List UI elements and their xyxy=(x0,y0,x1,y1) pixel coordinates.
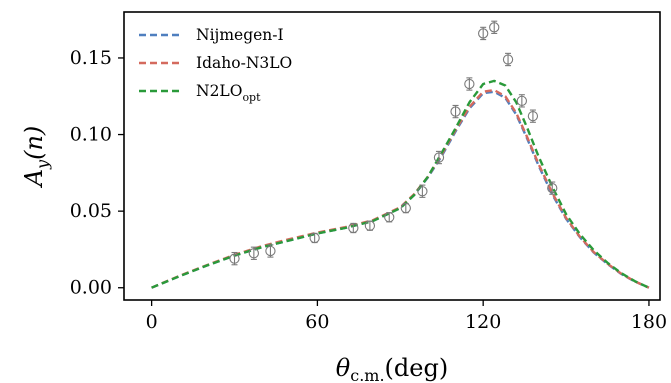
point-marker xyxy=(348,222,359,234)
point-marker xyxy=(478,28,489,39)
y-axis-label-sub: y xyxy=(33,159,52,170)
x-axis-label-main: θ xyxy=(336,354,351,382)
legend-label-text: N2LO xyxy=(196,82,242,100)
data-point xyxy=(502,52,514,67)
data-point xyxy=(450,104,461,119)
point-marker xyxy=(400,202,411,214)
data-point xyxy=(464,77,475,91)
data-point xyxy=(364,220,376,231)
x-tick-label: 60 xyxy=(305,311,329,333)
point-marker xyxy=(547,183,558,194)
series-line-2 xyxy=(151,79,650,289)
point-marker xyxy=(384,212,395,223)
plot-frame xyxy=(123,11,661,301)
point-marker xyxy=(248,248,260,259)
point-marker xyxy=(433,152,445,163)
y-tick-label: 0.10 xyxy=(70,124,112,146)
point-marker xyxy=(450,106,461,117)
point-marker xyxy=(364,220,376,231)
point-marker xyxy=(229,253,240,264)
data-point xyxy=(433,150,445,165)
data-point xyxy=(527,109,539,123)
data-point xyxy=(265,244,276,258)
axis-ticks: 0 60 120 180 0.00 0.05 0.10 0.15 xyxy=(70,47,667,333)
x-axis-label: θc.m.(deg) xyxy=(336,354,448,383)
legend-label: N2LOopt xyxy=(196,82,261,104)
point-marker xyxy=(309,232,320,244)
x-axis-label-unit: (deg) xyxy=(385,354,449,382)
data-point xyxy=(400,202,411,214)
data-point xyxy=(516,94,528,108)
point-marker xyxy=(516,95,528,107)
data-point xyxy=(248,246,260,260)
point-marker xyxy=(502,54,514,65)
y-axis-label-arg: (n) xyxy=(20,126,48,160)
data-points xyxy=(229,20,558,266)
data-point xyxy=(384,212,395,223)
y-tick-label: 0.15 xyxy=(70,47,112,69)
point-marker xyxy=(489,22,500,33)
point-marker xyxy=(464,78,475,90)
legend-label: Nijmegen-I xyxy=(196,26,284,44)
legend-entry: Nijmegen-I xyxy=(139,26,284,44)
y-axis-label-main: A xyxy=(20,169,48,188)
point-marker xyxy=(527,111,539,122)
data-point xyxy=(348,222,359,234)
x-tick-label: 120 xyxy=(465,311,501,333)
data-point xyxy=(417,184,428,198)
x-axis-label-sub: c.m. xyxy=(350,366,384,383)
y-tick-label: 0.00 xyxy=(70,277,112,299)
data-point xyxy=(478,26,489,41)
x-tick-label: 180 xyxy=(631,311,667,333)
y-tick-label: 0.05 xyxy=(70,200,112,222)
data-point xyxy=(547,181,558,195)
data-point xyxy=(309,232,320,244)
x-tick-label: 0 xyxy=(146,311,158,333)
data-point xyxy=(489,20,500,34)
point-marker xyxy=(417,186,428,197)
legend-label: Idaho-N3LO xyxy=(196,54,292,72)
legend-label-text: Idaho-N3LO xyxy=(196,54,292,72)
point-marker xyxy=(265,245,276,257)
legend: Nijmegen-I Idaho-N3LO N2LOopt xyxy=(139,26,292,104)
legend-entry: Idaho-N3LO xyxy=(139,54,292,72)
y-axis-label: Ay(n) xyxy=(20,126,52,189)
series-lines xyxy=(151,79,650,289)
legend-entry: N2LOopt xyxy=(139,82,261,104)
data-point xyxy=(229,251,240,266)
legend-label-text: Nijmegen-I xyxy=(196,26,284,44)
legend-label-sub: opt xyxy=(242,91,261,104)
